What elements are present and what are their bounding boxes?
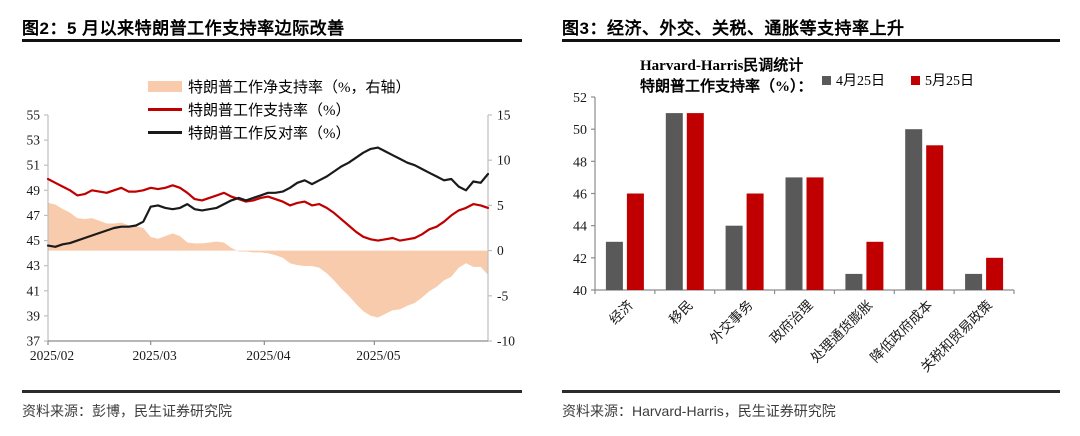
legend-item-net: 特朗普工作净支持率（%，右轴） <box>148 75 411 98</box>
svg-text:44: 44 <box>573 220 587 235</box>
legend-item-approve: 特朗普工作支持率（%） <box>148 98 411 121</box>
bar-april-2 <box>725 225 743 290</box>
figure2-legend: 特朗普工作净支持率（%，右轴） 特朗普工作支持率（%） 特朗普工作反对率（%） <box>148 75 411 144</box>
approve-line <box>46 177 490 242</box>
svg-text:2025/03: 2025/03 <box>133 348 178 360</box>
svg-text:51: 51 <box>27 158 41 173</box>
bar-may-2 <box>746 193 764 290</box>
disapprove-line-swatch-icon <box>148 131 182 134</box>
legend-label-disapprove: 特朗普工作反对率（%） <box>188 126 351 142</box>
svg-text:53: 53 <box>27 133 41 148</box>
disapprove-line <box>46 146 490 248</box>
net-approval-area <box>48 202 488 318</box>
svg-text:50: 50 <box>573 123 587 138</box>
bar-may-4 <box>866 241 884 291</box>
figure2-title-rule <box>22 39 522 42</box>
svg-text:-5: -5 <box>497 288 508 303</box>
legend-label-may: 5月25日 <box>925 74 974 89</box>
svg-text:0: 0 <box>497 243 504 258</box>
bar-april-4 <box>845 273 863 290</box>
april-square-swatch-icon <box>822 75 831 85</box>
bar-may-1 <box>686 113 704 290</box>
svg-text:52: 52 <box>573 91 587 106</box>
svg-text:2025/05: 2025/05 <box>356 348 401 360</box>
legend-item-april: 4月25日 <box>822 70 885 90</box>
svg-text:42: 42 <box>573 252 587 267</box>
bar-may-6 <box>986 257 1004 290</box>
category-label-3: 政府治理 <box>767 297 816 346</box>
bar-may-0 <box>626 193 644 290</box>
svg-text:37: 37 <box>27 334 41 349</box>
bar-april-3 <box>785 177 803 290</box>
bar-april-1 <box>665 113 683 290</box>
category-label-2: 外交事务 <box>706 297 755 346</box>
legend-label-april: 4月25日 <box>836 74 885 89</box>
svg-text:49: 49 <box>27 183 41 198</box>
figure3-title-rule <box>562 39 1060 42</box>
legend-label-approve: 特朗普工作支持率（%） <box>188 103 351 119</box>
figure3-source: 资料来源：Harvard-Harris，民生证券研究院 <box>562 390 1060 421</box>
bar-april-0 <box>605 241 623 291</box>
figure2-chart: 37 39 41 43 45 47 49 51 53 55 -10 -5 0 5 10 15 2025/02 20… <box>27 108 516 361</box>
figure2-title: 图2：5 月以来特朗普工作支持率边际改善 <box>22 19 345 38</box>
svg-text:15: 15 <box>497 108 511 123</box>
figure3-chart-title-line1: Harvard-Harris民调统计 <box>640 58 804 74</box>
category-label-0: 经济 <box>606 297 636 327</box>
category-label-1: 移民 <box>666 298 696 328</box>
approve-line-swatch-icon <box>148 108 182 111</box>
svg-text:47: 47 <box>27 208 41 223</box>
bar-may-5 <box>926 145 944 291</box>
bar-april-6 <box>965 273 983 290</box>
category-label-4: 处理通货膨胀 <box>807 296 876 365</box>
svg-text:5: 5 <box>497 198 504 213</box>
svg-text:43: 43 <box>27 258 41 273</box>
svg-text:2025/04: 2025/04 <box>246 348 291 360</box>
net-area-swatch-icon <box>148 81 182 92</box>
svg-text:41: 41 <box>27 283 41 298</box>
legend-item-disapprove: 特朗普工作反对率（%） <box>148 121 411 144</box>
svg-text:40: 40 <box>573 284 587 299</box>
svg-text:2025/02: 2025/02 <box>30 348 74 360</box>
may-square-swatch-icon <box>911 75 920 85</box>
svg-text:10: 10 <box>497 153 511 168</box>
svg-text:48: 48 <box>573 155 587 170</box>
figure3-title: 图3：经济、外交、关税、通胀等支持率上升 <box>562 19 905 38</box>
svg-text:-10: -10 <box>497 334 515 349</box>
figure3-legend: 4月25日 5月25日 <box>822 70 974 90</box>
category-label-5: 降低政府成本 <box>867 297 935 365</box>
legend-label-net: 特朗普工作净支持率（%，右轴） <box>188 80 411 96</box>
svg-text:39: 39 <box>27 308 41 323</box>
legend-item-may: 5月25日 <box>911 70 974 90</box>
svg-text:46: 46 <box>573 188 587 203</box>
figure3-chart-title: Harvard-Harris民调统计 特朗普工作支持率（%）： <box>640 56 813 98</box>
figure2-source: 资料来源：彭博，民生证券研究院 <box>22 390 522 421</box>
bar-april-5 <box>905 129 923 290</box>
figure3-chart-title-line2: 特朗普工作支持率（%）： <box>640 79 813 95</box>
svg-text:45: 45 <box>27 233 41 248</box>
bar-may-3 <box>806 177 824 290</box>
svg-text:55: 55 <box>27 108 41 123</box>
